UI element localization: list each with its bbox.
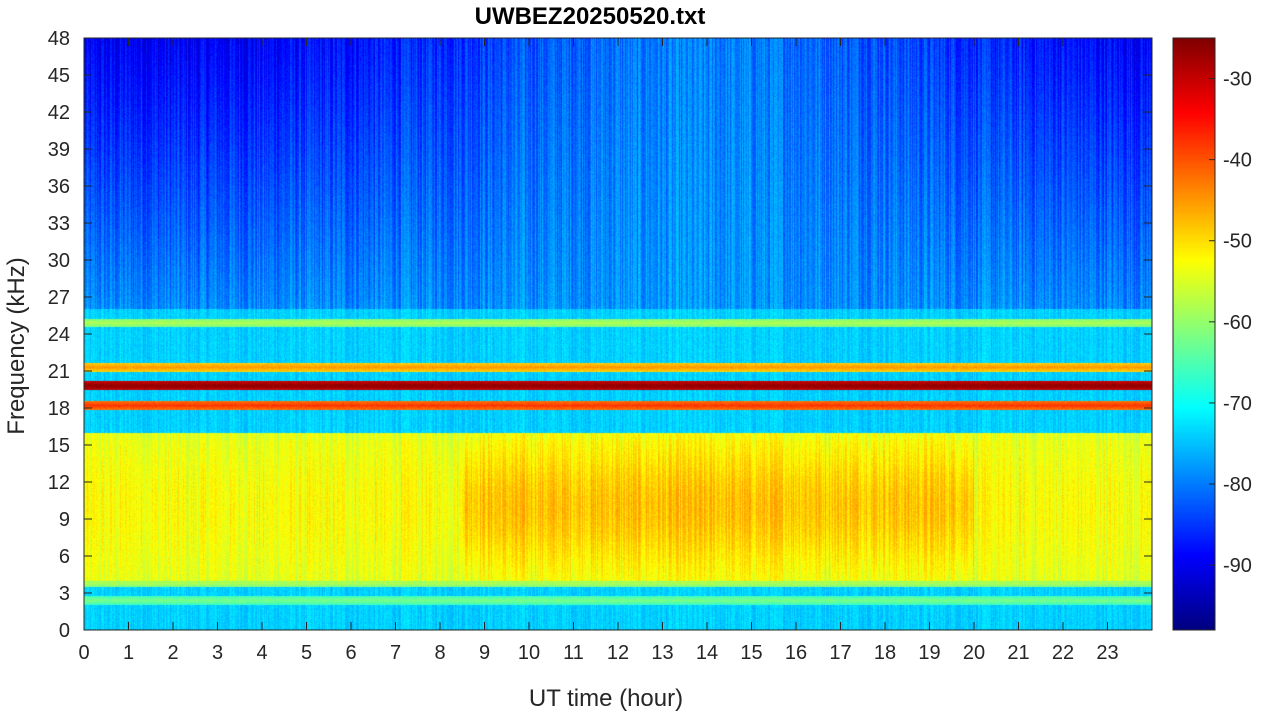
colorbar: -90 -80 -70 -60 -50 -40 -30 — [1172, 37, 1252, 631]
colorbar-tick-label: -40 — [1223, 150, 1252, 172]
x-tick-label: 23 — [1096, 642, 1118, 664]
y-tick-label: 27 — [48, 287, 70, 309]
x-tick-label: 10 — [518, 642, 540, 664]
y-axis-title: Frequency (kHz) — [3, 257, 30, 434]
y-tick-label: 30 — [48, 250, 70, 272]
colorbar-tick-label: -30 — [1223, 69, 1252, 91]
x-tick-label: 7 — [390, 642, 401, 664]
x-tick-label: 6 — [345, 642, 356, 664]
spectrogram-plot — [83, 37, 1153, 631]
x-tick-label: 16 — [785, 642, 807, 664]
x-tick-label: 21 — [1007, 642, 1029, 664]
x-tick-label: 19 — [918, 642, 940, 664]
y-tick-label: 12 — [48, 472, 70, 494]
y-tick-label: 0 — [59, 620, 70, 642]
x-tick-label: 1 — [123, 642, 134, 664]
colorbar-tick-label: -50 — [1223, 231, 1252, 253]
x-tick-label: 13 — [651, 642, 673, 664]
y-tick-label: 24 — [48, 324, 70, 346]
colorbar-tick-label: -70 — [1223, 393, 1252, 415]
x-tick-label: 15 — [740, 642, 762, 664]
y-tick-label: 48 — [48, 28, 70, 50]
x-tick-label: 22 — [1052, 642, 1074, 664]
colorbar-gradient — [1173, 38, 1215, 630]
colorbar-tick-label: -60 — [1223, 312, 1252, 334]
spectrogram-image — [84, 38, 1152, 630]
x-tick-label: 5 — [301, 642, 312, 664]
y-tick-label: 6 — [59, 546, 70, 568]
y-tick-label: 3 — [59, 583, 70, 605]
x-tick-label: 0 — [78, 642, 89, 664]
x-tick-label: 9 — [479, 642, 490, 664]
x-tick-label: 17 — [829, 642, 851, 664]
y-tick-label: 15 — [48, 435, 70, 457]
y-tick-label: 39 — [48, 139, 70, 161]
x-tick-label: 11 — [563, 642, 584, 664]
y-tick-label: 9 — [59, 509, 70, 531]
y-tick-label: 21 — [48, 361, 70, 383]
x-tick-label: 20 — [963, 642, 985, 664]
x-tick-label: 2 — [167, 642, 178, 664]
y-tick-label: 36 — [48, 176, 70, 198]
colorbar-tick-label: -80 — [1223, 474, 1252, 496]
x-tick-label: 3 — [212, 642, 223, 664]
x-tick-label: 14 — [696, 642, 718, 664]
chart-title: UWBEZ20250520.txt — [475, 3, 706, 30]
x-axis-title: UT time (hour) — [529, 685, 683, 712]
y-tick-label: 42 — [48, 102, 70, 124]
x-tick-label: 8 — [434, 642, 445, 664]
y-tick-label: 45 — [48, 65, 70, 87]
colorbar-frame — [1172, 37, 1216, 631]
x-tick-label: 4 — [256, 642, 267, 664]
x-tick-label: 12 — [607, 642, 629, 664]
x-axis: 0 1 2 3 4 5 6 7 8 9 10 11 12 13 14 15 16 17 18 19 20 21 22 23 — [78, 38, 1119, 664]
colorbar-axis: -90 -80 -70 -60 -50 -40 -30 — [1209, 69, 1252, 577]
x-tick-label: 18 — [874, 642, 896, 664]
colorbar-tick-label: -90 — [1223, 555, 1252, 577]
y-tick-label: 18 — [48, 398, 70, 420]
y-tick-label: 33 — [48, 213, 70, 235]
